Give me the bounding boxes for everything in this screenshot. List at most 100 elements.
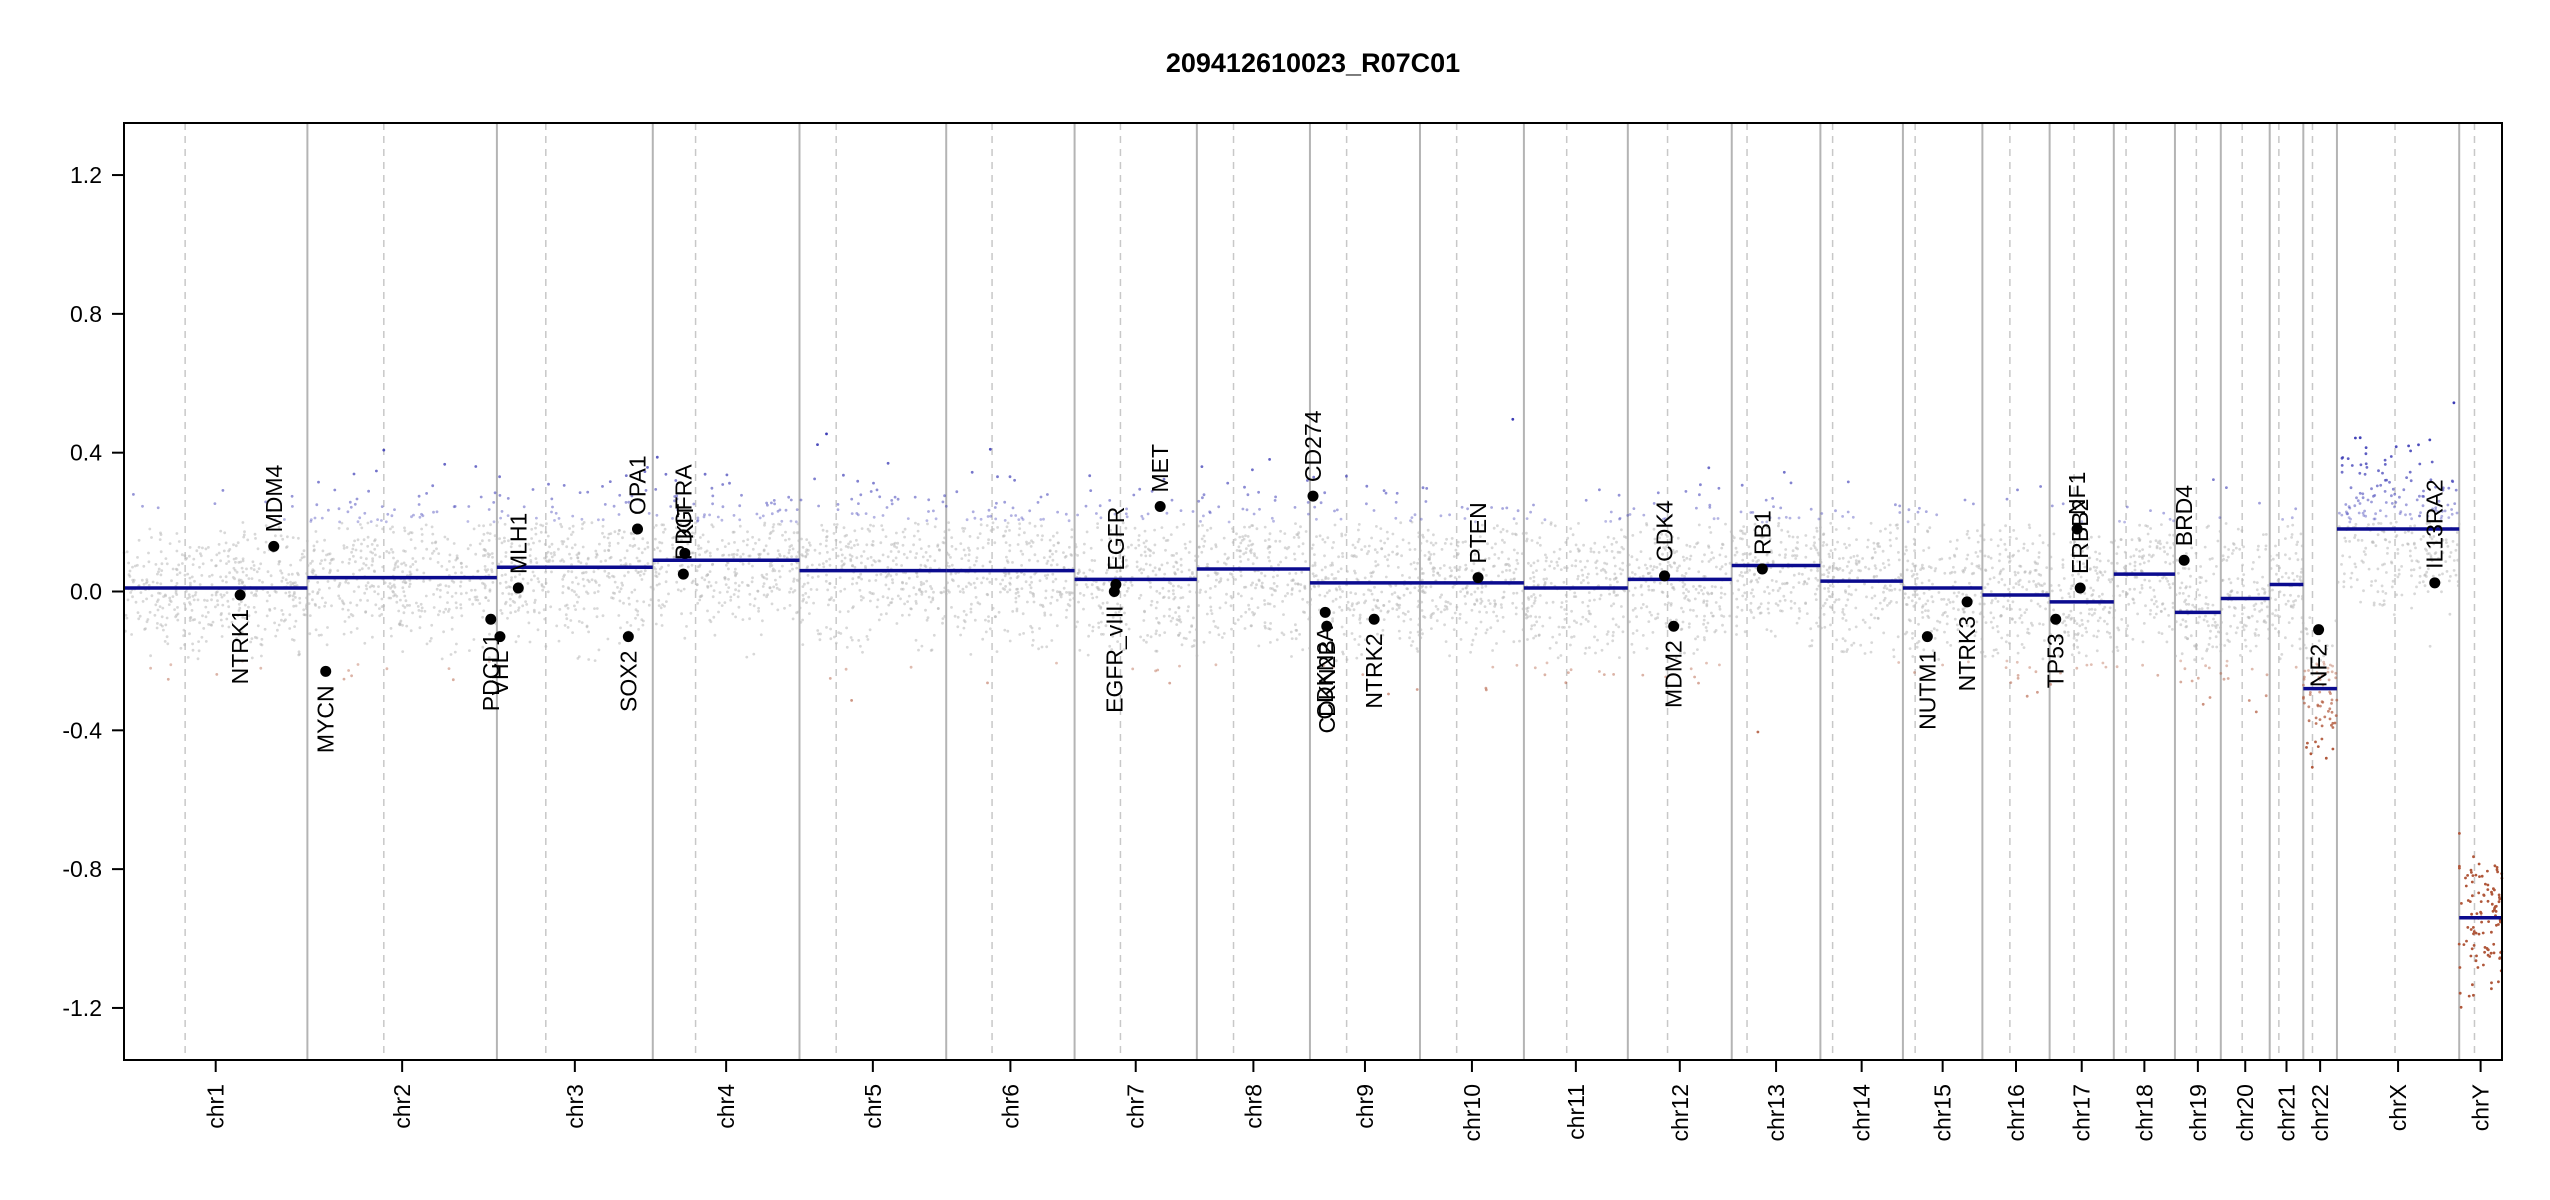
probe-point xyxy=(1532,503,1535,507)
probe-point xyxy=(774,578,777,582)
probe-point xyxy=(770,602,774,606)
probe-point xyxy=(1657,540,1661,544)
probe-point xyxy=(255,589,259,593)
probe-point xyxy=(2082,562,2085,566)
probe-point xyxy=(1326,536,1330,540)
probe-point xyxy=(664,472,668,476)
probe-point xyxy=(1589,547,1593,550)
probe-point xyxy=(596,590,600,593)
probe-point xyxy=(1465,567,1468,570)
probe-point xyxy=(1083,542,1086,546)
probe-point xyxy=(567,587,571,590)
probe-point xyxy=(1586,604,1590,608)
probe-point xyxy=(2103,570,2107,574)
probe-point xyxy=(307,592,311,596)
probe-point xyxy=(1312,574,1316,578)
probe-point xyxy=(1695,506,1698,510)
probe-point xyxy=(483,586,487,590)
probe-point xyxy=(1160,563,1164,567)
probe-point xyxy=(2025,608,2028,611)
probe-point xyxy=(1749,608,1752,612)
probe-point xyxy=(1687,590,1690,593)
probe-point xyxy=(765,577,769,581)
probe-point xyxy=(691,535,695,538)
probe-point xyxy=(1825,568,1829,572)
probe-point xyxy=(676,588,680,592)
probe-point xyxy=(1293,506,1297,509)
probe-point xyxy=(482,524,485,528)
probe-point xyxy=(149,654,153,658)
probe-point xyxy=(571,530,575,534)
probe-point xyxy=(637,570,641,574)
probe-point xyxy=(442,630,445,634)
probe-point xyxy=(1705,629,1709,633)
probe-point xyxy=(1357,537,1361,541)
probe-point xyxy=(404,599,408,603)
probe-point xyxy=(926,522,929,526)
probe-point xyxy=(1512,577,1516,581)
probe-point xyxy=(1458,565,1462,569)
probe-point xyxy=(550,570,553,574)
probe-point xyxy=(1844,590,1848,594)
probe-point xyxy=(1419,517,1423,521)
probe-point xyxy=(871,543,875,547)
probe-point xyxy=(554,511,558,515)
probe-point xyxy=(333,578,337,582)
probe-point xyxy=(297,653,301,657)
probe-point xyxy=(2107,559,2110,563)
probe-point xyxy=(657,572,661,576)
probe-point xyxy=(328,571,331,575)
probe-point xyxy=(661,603,664,606)
probe-point xyxy=(975,577,979,580)
probe-point xyxy=(1734,546,1738,550)
probe-point xyxy=(409,629,413,633)
probe-point xyxy=(1896,523,1899,527)
probe-point xyxy=(2083,592,2087,595)
probe-point xyxy=(1681,555,1685,559)
probe-point xyxy=(1587,572,1590,576)
probe-point xyxy=(1671,586,1674,590)
probe-point xyxy=(628,602,631,606)
probe-point xyxy=(1383,555,1387,558)
probe-point xyxy=(1998,529,2002,533)
probe-point xyxy=(432,606,436,609)
probe-point xyxy=(829,627,832,631)
probe-point xyxy=(517,634,520,638)
probe-point xyxy=(477,524,481,527)
probe-point xyxy=(187,593,191,596)
probe-point xyxy=(1574,564,1577,568)
probe-point xyxy=(360,567,364,571)
probe-point xyxy=(933,559,937,563)
probe-point xyxy=(1372,509,1376,512)
probe-point xyxy=(1515,558,1519,562)
probe-point xyxy=(1685,556,1689,560)
probe-point xyxy=(1072,597,1076,600)
probe-point xyxy=(257,567,261,570)
probe-point xyxy=(1263,539,1267,542)
probe-point xyxy=(1097,604,1101,608)
probe-point xyxy=(797,530,801,534)
probe-point xyxy=(280,571,284,575)
probe-point xyxy=(444,607,448,611)
probe-point xyxy=(579,561,583,565)
probe-point xyxy=(2008,641,2011,645)
probe-point xyxy=(510,578,513,582)
probe-point xyxy=(277,562,281,566)
probe-point xyxy=(1338,605,1341,609)
probe-point xyxy=(914,556,917,560)
probe-point xyxy=(439,588,442,592)
probe-point xyxy=(1032,600,1036,604)
probe-point xyxy=(836,508,840,511)
probe-point xyxy=(349,630,353,634)
probe-point xyxy=(1313,553,1316,556)
probe-point xyxy=(1384,491,1388,495)
probe-point xyxy=(1681,585,1685,589)
probe-point xyxy=(1214,543,1218,547)
probe-point xyxy=(385,667,389,671)
probe-point xyxy=(305,572,308,575)
probe-point xyxy=(1233,622,1237,625)
probe-point xyxy=(1127,627,1131,631)
probe-point xyxy=(2104,665,2108,669)
probe-point xyxy=(1822,604,1825,608)
probe-point xyxy=(1834,566,1838,570)
